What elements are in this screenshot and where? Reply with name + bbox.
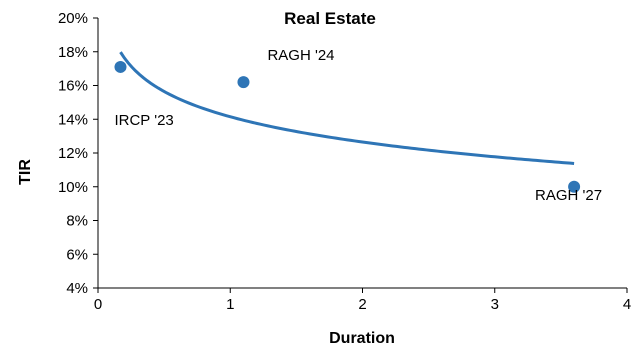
y-tick-label: 10% [58,179,88,196]
x-tick-label: 0 [94,296,102,313]
y-tick-label: 16% [58,78,88,95]
point-labels: IRCP '23 RAGH '24 RAGH '27 [114,47,602,204]
y-tick-label: 20% [58,10,88,27]
x-tick-label: 1 [226,296,234,313]
data-point [237,76,250,89]
y-axis-title: TIR [17,159,34,185]
y-tick-label: 6% [66,246,88,263]
point-label: RAGH '24 [267,47,334,64]
y-tick-label: 18% [58,44,88,61]
y-tick-label: 14% [58,111,88,128]
y-tick-label: 8% [66,213,88,230]
y-tick-label: 12% [58,145,88,162]
trendline-group [119,51,575,165]
point-label: RAGH '27 [535,187,602,204]
x-tick-label: 2 [358,296,366,313]
trendline [119,51,575,165]
data-point [114,60,127,73]
x-tick-label: 3 [491,296,499,313]
y-tick-label: 4% [66,280,88,297]
data-points [114,60,581,193]
axes [93,17,628,293]
x-tick-label: 4 [623,296,631,313]
y-tick-labels: 4% 6% 8% 10% 12% 14% 16% 18% 20% [58,10,88,297]
x-axis-title: Duration [329,330,395,347]
data-point [568,180,581,193]
x-tick-labels: 0 1 2 3 4 [94,296,631,313]
point-label: IRCP '23 [114,112,173,129]
chart-title: Real Estate [284,9,376,28]
